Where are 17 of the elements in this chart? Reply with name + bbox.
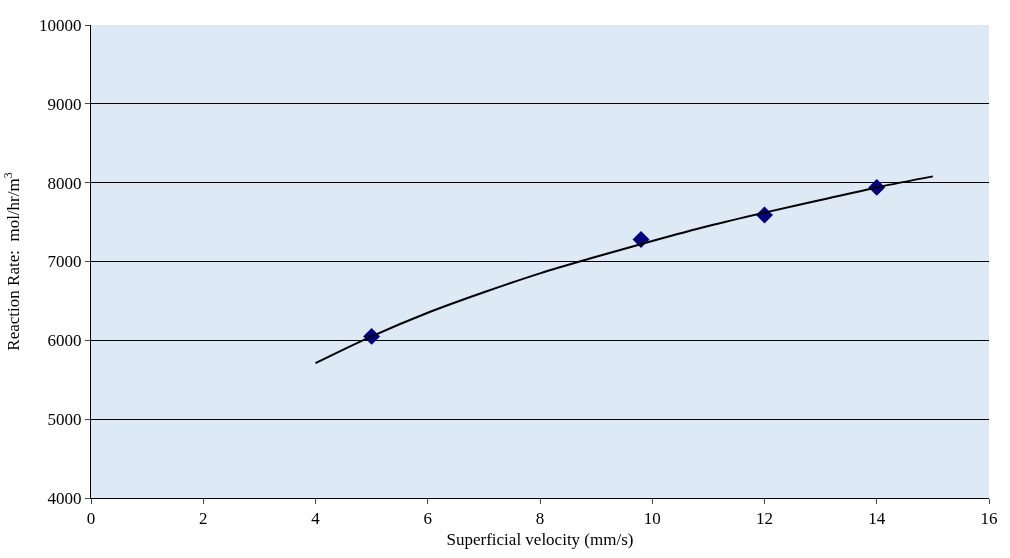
x-tick-label: 2 [199,509,208,529]
x-tick-label: 16 [980,509,998,529]
y-tick-label: 6000 [47,331,82,351]
y-tick-label: 9000 [47,94,82,114]
y-tick-label: 7000 [47,252,82,272]
y-tick-label: 10000 [39,15,82,35]
x-tick-label: 8 [535,509,545,529]
y-tick-label: 4000 [47,488,82,508]
y-tick-label: 8000 [47,173,82,193]
x-tick-label: 14 [868,509,886,529]
y-tick-label: 5000 [47,410,82,430]
x-tick-label: 4 [311,509,321,529]
x-tick-label: 6 [423,509,432,529]
x-tick-label: 0 [86,509,96,529]
x-tick-label: 12 [756,509,773,529]
x-tick-label: 10 [643,509,661,529]
x-axis-title: Superficial velocity (mm/s) [446,529,634,549]
